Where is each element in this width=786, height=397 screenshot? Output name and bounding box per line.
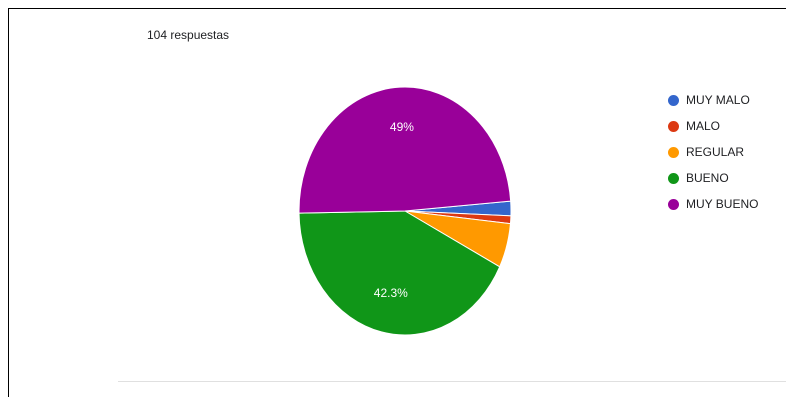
legend-item: MUY BUENO — [668, 191, 758, 217]
legend-item: MUY MALO — [668, 87, 758, 113]
screenshot-frame — [8, 8, 786, 397]
legend-item: BUENO — [668, 165, 758, 191]
legend-swatch — [668, 172, 679, 184]
legend-label: MUY MALO — [686, 93, 750, 107]
legend-swatch — [668, 94, 679, 106]
legend-label: BUENO — [686, 171, 729, 185]
legend-item: MALO — [668, 113, 758, 139]
legend-label: REGULAR — [686, 145, 745, 159]
card-divider — [118, 381, 786, 382]
chart-legend: MUY MALO MALO REGULAR BUENO MUY BUENO — [668, 87, 758, 217]
legend-label: MALO — [686, 119, 721, 133]
data-label-muy-bueno: 49% — [390, 120, 414, 134]
legend-swatch — [668, 120, 679, 132]
pie-slice-muy-bueno — [298, 86, 512, 214]
legend-label: MUY BUENO — [686, 197, 759, 211]
legend-item: REGULAR — [668, 139, 758, 165]
data-label-bueno: 42.3% — [374, 286, 408, 300]
response-count: 104 respuestas — [147, 28, 230, 42]
pie-slice-bueno — [298, 210, 501, 336]
legend-swatch — [668, 198, 679, 210]
legend-swatch — [668, 146, 679, 158]
